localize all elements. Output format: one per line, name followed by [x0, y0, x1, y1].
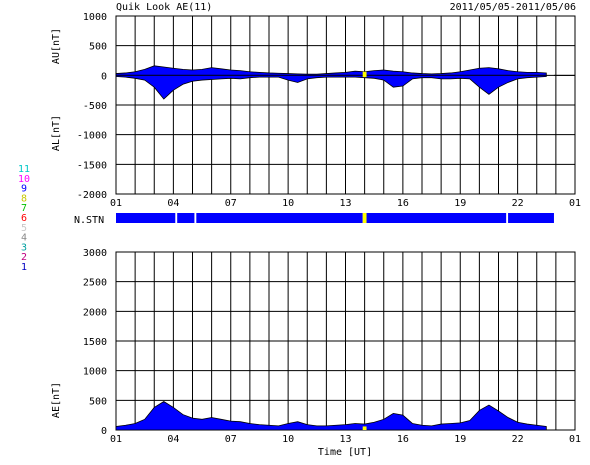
nstn-segment: [366, 213, 507, 223]
station-legend-item: 8: [21, 193, 27, 204]
au-al-x-tick-label: 22: [512, 198, 524, 209]
ae-axis-label: AE[nT]: [51, 382, 62, 418]
station-legend-item: 9: [21, 184, 27, 195]
ae-y-tick-label: 2000: [83, 307, 107, 318]
au-al-x-tick-label: 01: [110, 198, 122, 209]
ae-x-tick-label: 22: [512, 434, 524, 445]
ae-x-tick-label: 07: [225, 434, 237, 445]
station-legend-item: 7: [21, 203, 27, 214]
nstn-segment: [196, 213, 363, 223]
au-al-y-tick-label: 1000: [83, 12, 107, 23]
au-al-y-tick-label: -1000: [77, 131, 107, 142]
al-axis-label: AL[nT]: [51, 115, 62, 151]
nstn-segment: [362, 213, 367, 223]
ae-x-tick-label: 01: [110, 434, 122, 445]
ae-x-tick-label: 16: [397, 434, 409, 445]
station-legend-item: 3: [21, 242, 27, 253]
date-range: 2011/05/05-2011/05/06: [450, 2, 576, 13]
ae-panel: 3000 2500 2000 1500 1000 500 0 AE[nT] 01 04 07 10 13…: [51, 248, 581, 445]
nstn-segment: [116, 213, 176, 223]
ae-x-tick-label: 10: [282, 434, 294, 445]
au-al-y-tick-label: -500: [83, 101, 107, 112]
station-legend-item: 6: [21, 213, 27, 224]
ae-y-tick-label: 1000: [83, 367, 107, 378]
au-al-panel: 1000 500 0 -500 -1000 -1500 -2000 AU[nT] AL[nT] 0…: [51, 12, 581, 209]
au-al-x-tick-label: 10: [282, 198, 294, 209]
ae-gap-marker: [362, 426, 367, 430]
ae-x-tick-label: 19: [454, 434, 466, 445]
ae-x-tick-label: 01: [569, 434, 581, 445]
nstn-panel: N.STN: [74, 213, 554, 226]
al-series-area: [115, 74, 547, 100]
ae-y-tick-label: 500: [89, 396, 107, 407]
nstn-label: N.STN: [74, 215, 104, 226]
au-al-x-tick-label: 01: [569, 198, 581, 209]
ae-y-tick-label: 2500: [83, 278, 107, 289]
au-al-y-tick-label: 500: [89, 42, 107, 53]
station-legend-item: 1: [21, 262, 27, 273]
au-al-y-tick-label: -2000: [77, 190, 107, 201]
ae-x-tick-label: 04: [167, 434, 179, 445]
au-al-y-tick-label: 0: [101, 71, 107, 82]
au-al-x-tick-label: 04: [167, 198, 179, 209]
au-al-x-tick-label: 19: [454, 198, 466, 209]
station-legend-item: 5: [21, 223, 27, 234]
au-al-y-tick-label: -1500: [77, 160, 107, 171]
au-al-x-tick-label: 07: [225, 198, 237, 209]
ae-x-tick-label: 13: [339, 434, 351, 445]
chart-title: Quik Look AE(11): [116, 2, 212, 13]
ae-y-tick-label: 0: [101, 426, 107, 437]
au-al-x-tick-label: 13: [339, 198, 351, 209]
ae-y-tick-label: 1500: [83, 337, 107, 348]
station-legend-item: 2: [21, 252, 27, 263]
au-al-x-tick-label: 16: [397, 198, 409, 209]
au-al-frame: [115, 15, 576, 195]
x-axis-title: Time [UT]: [318, 447, 372, 458]
nstn-segment: [177, 213, 195, 223]
ae-series-area: [115, 401, 547, 431]
au-series-area: [115, 65, 547, 76]
station-legend-item: 11: [18, 164, 30, 175]
nstn-segment: [508, 213, 554, 223]
station-legend-item: 10: [18, 174, 30, 185]
au-axis-label: AU[nT]: [51, 28, 62, 64]
data-gap-marker: [362, 71, 367, 78]
ae-y-tick-label: 3000: [83, 248, 107, 259]
station-legend-item: 4: [21, 233, 27, 244]
